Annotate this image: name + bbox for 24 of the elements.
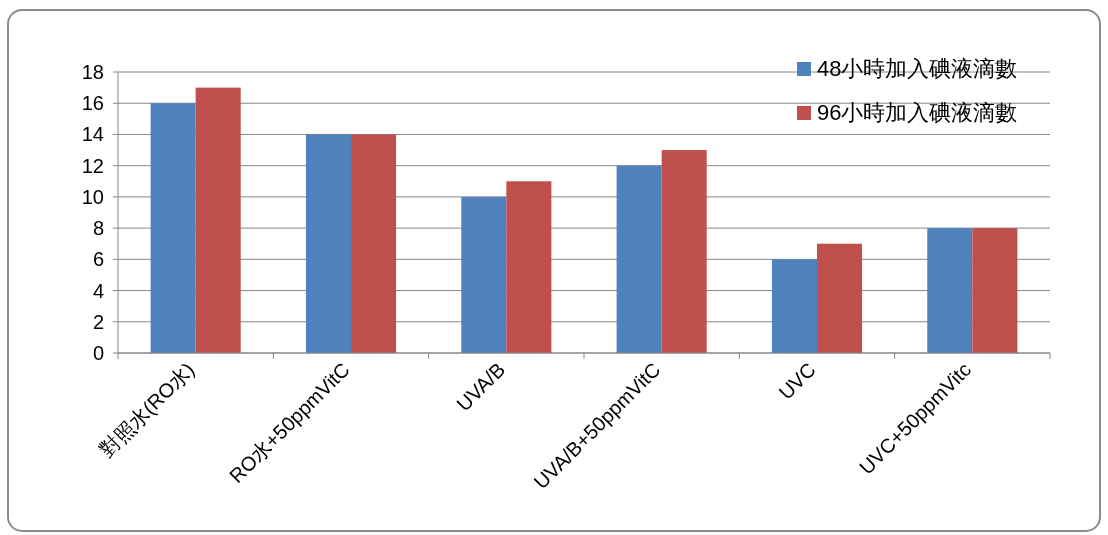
bar [461, 196, 507, 353]
bar [195, 87, 241, 353]
bar [661, 150, 707, 353]
bar [927, 228, 973, 353]
y-tick-label: 8 [92, 217, 104, 240]
y-tick-label: 6 [92, 248, 104, 271]
bar [506, 181, 552, 353]
y-tick-label: 10 [81, 185, 104, 208]
y-tick-label: 0 [92, 342, 104, 364]
bar [351, 134, 397, 353]
bar [305, 134, 351, 353]
y-tick-label: 2 [92, 310, 104, 333]
bar [616, 165, 662, 353]
y-tick-label: 16 [81, 92, 104, 115]
y-tick-label: 12 [81, 154, 104, 177]
bar [817, 243, 863, 353]
y-tick-label: 4 [92, 279, 104, 302]
legend-label: 48小時加入碘液滴數 [817, 56, 1018, 81]
legend-label: 96小時加入碘液滴數 [817, 100, 1018, 125]
bar [150, 103, 196, 353]
y-tick-label: 18 [81, 61, 104, 83]
bar [771, 259, 817, 353]
y-tick-label: 14 [81, 123, 104, 146]
bar [972, 228, 1018, 353]
